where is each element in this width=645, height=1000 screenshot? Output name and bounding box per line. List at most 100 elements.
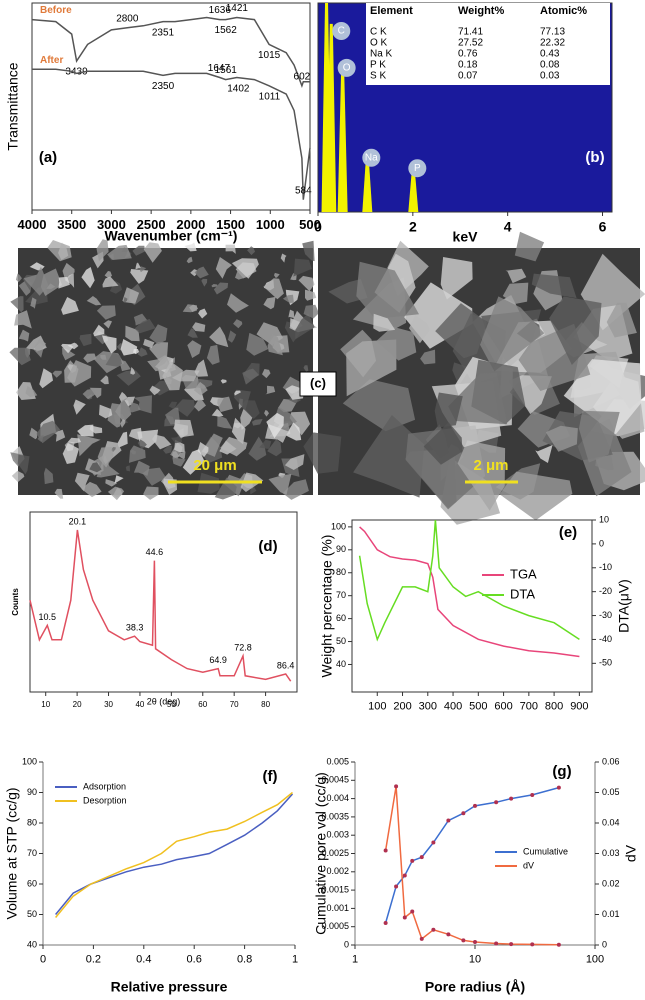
sem-particle — [268, 473, 292, 495]
sem-particle — [259, 439, 272, 449]
sem-particle — [220, 436, 248, 457]
table-cell: 0.76 — [458, 49, 478, 60]
sem-particle — [103, 320, 112, 329]
sem-particle — [240, 407, 253, 430]
sem-particle — [187, 328, 198, 338]
sem-particle — [194, 266, 209, 279]
sem-particle — [14, 310, 32, 329]
peak-label: 1402 — [227, 83, 250, 94]
sem-particle — [174, 399, 196, 417]
series-line — [358, 519, 580, 642]
y-tick-label: 0.0005 — [321, 921, 349, 931]
sem-particle — [107, 486, 125, 501]
sem-particle — [263, 278, 284, 300]
y-axis-label: Weight percentage (%) — [319, 535, 335, 678]
point — [446, 818, 451, 823]
sem-particle — [233, 319, 243, 329]
x-tick-label: 1000 — [256, 217, 285, 232]
point — [446, 932, 451, 937]
x-tick-label: 600 — [494, 700, 512, 712]
point — [383, 848, 388, 853]
x-tick-label: 3000 — [97, 217, 126, 232]
point — [509, 796, 514, 801]
y2-tick-label: 0.04 — [602, 817, 620, 827]
sem-particle — [93, 324, 105, 337]
sem-particle — [44, 467, 54, 485]
sem-particle — [356, 261, 419, 319]
sem-particle — [282, 479, 309, 500]
sem-particle — [96, 239, 109, 262]
table-cell: 0.08 — [540, 60, 560, 71]
sem-particle — [225, 244, 236, 254]
sem-particle — [133, 313, 148, 326]
y-tick-label: 50 — [27, 909, 37, 919]
x-tick-label: 0.2 — [86, 953, 101, 965]
table-cell: O K — [370, 38, 388, 49]
sem-particle — [267, 439, 282, 457]
sem-particle — [198, 308, 208, 319]
table-box — [366, 3, 610, 85]
x-tick-label: 60 — [198, 700, 207, 709]
sem-particle — [152, 434, 172, 450]
sem-particle — [284, 454, 305, 470]
sem-particle — [102, 276, 119, 288]
x-tick-label: 80 — [261, 700, 270, 709]
panel-label: (g) — [552, 763, 571, 780]
panel-label: (a) — [39, 149, 57, 166]
y2-tick-label: 0.02 — [602, 878, 620, 888]
peak-badge — [408, 159, 427, 178]
sem-particle — [25, 386, 38, 398]
y2-tick-label: 0 — [602, 939, 607, 949]
sem-particle — [505, 268, 527, 284]
sem-particle — [172, 457, 186, 467]
sem-particle — [143, 338, 155, 349]
peak-label: 20.1 — [69, 516, 87, 526]
sem-particle — [65, 273, 75, 288]
y-tick-label: 50 — [336, 636, 346, 646]
sem-particle — [142, 467, 166, 486]
table-cell: 77.13 — [540, 27, 565, 38]
y2-tick-label: -10 — [599, 562, 612, 572]
x-axis-label: Relative pressure — [111, 979, 228, 995]
sem-particle — [128, 427, 143, 440]
series-line — [32, 68, 311, 200]
sem-particle — [149, 385, 161, 396]
legend-label: DTA — [510, 586, 535, 601]
sem-particle — [215, 257, 232, 279]
series-line — [31, 16, 310, 89]
sem-particle — [163, 445, 173, 454]
sem-particle — [209, 326, 229, 348]
sem-particle — [54, 488, 64, 499]
series-line — [29, 529, 292, 682]
sem-particle — [217, 414, 233, 429]
x-tick-label: 40 — [135, 700, 144, 709]
sem-particle — [288, 309, 295, 319]
sem-particle — [448, 373, 508, 425]
sem-particle — [162, 361, 183, 391]
y-tick-label: 80 — [336, 567, 346, 577]
peak — [326, 23, 337, 213]
sem-particle — [298, 275, 315, 292]
sem-particle — [125, 325, 140, 342]
peak-label: 3439 — [65, 67, 88, 78]
sem-particle — [184, 376, 204, 401]
x-tick-label: 20 — [73, 700, 82, 709]
y-tick-label: 60 — [27, 878, 37, 888]
peak-label: 10.5 — [39, 612, 57, 622]
sem-particle — [186, 256, 193, 264]
sem-particle — [120, 339, 138, 356]
sem-particle — [303, 432, 342, 474]
sem-particle — [282, 294, 294, 303]
point — [473, 803, 477, 808]
sem-particle — [137, 347, 148, 357]
sem-particle — [77, 434, 101, 457]
sem-particle — [99, 404, 113, 419]
sem-particle — [125, 465, 130, 472]
sem-particle — [242, 368, 259, 385]
sem-particle — [174, 439, 185, 452]
sem-particle — [177, 451, 186, 460]
plot-frame — [351, 519, 593, 693]
sem-particle — [53, 429, 66, 442]
sem-particle — [79, 333, 92, 347]
sem-particle — [123, 297, 128, 303]
